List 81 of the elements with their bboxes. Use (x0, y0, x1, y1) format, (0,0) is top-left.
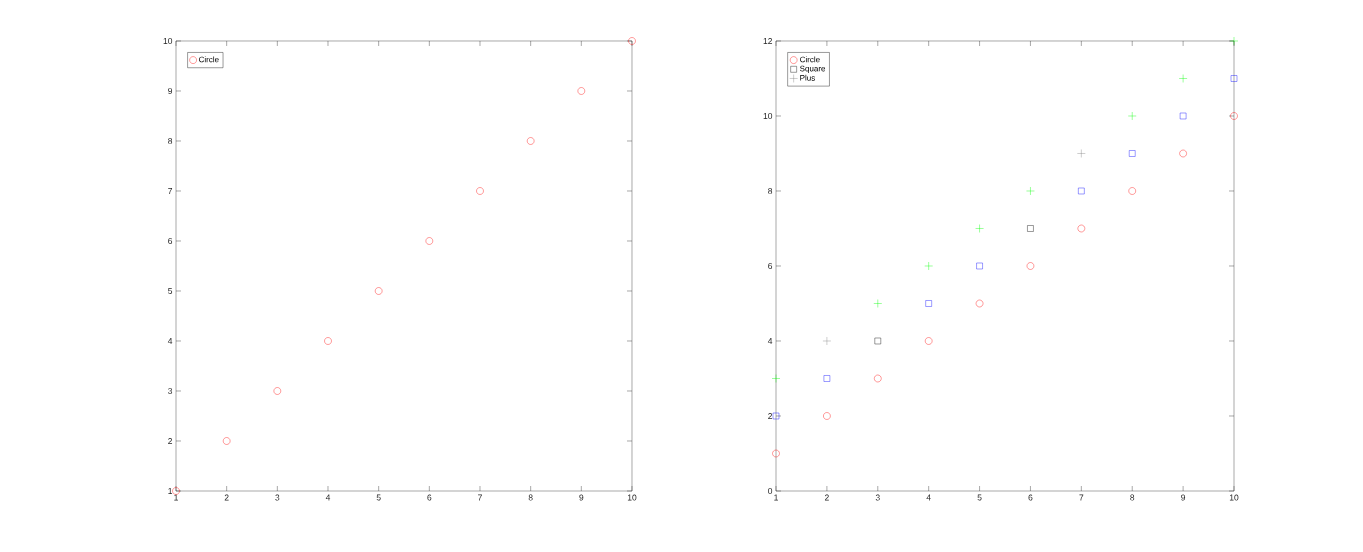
y-tick-label: 10 (763, 112, 773, 119)
y-tick-label: 12 (763, 38, 773, 44)
point (975, 299, 984, 308)
y-tick-label: 3 (168, 388, 173, 394)
point (1077, 149, 1086, 158)
y-tick-label: 4 (767, 338, 773, 344)
y-tick-label: 8 (768, 187, 773, 194)
point (873, 299, 882, 308)
point (823, 412, 831, 420)
x-tick-label: 9 (579, 494, 584, 501)
point (975, 224, 984, 233)
point (1178, 74, 1188, 83)
x-tick-label: 3 (275, 494, 280, 501)
point (273, 387, 282, 395)
point (324, 337, 332, 345)
y-tick-label: 9 (168, 87, 173, 94)
x-tick-label: 8 (1130, 494, 1135, 501)
y-tick-label: 6 (168, 237, 173, 244)
point (1128, 187, 1136, 195)
y-tick-label: 2 (168, 438, 173, 444)
legend-label: Circle (199, 56, 219, 63)
x-tick-label: 4 (926, 494, 931, 501)
x-tick-label: 10 (1229, 494, 1239, 501)
point (874, 374, 882, 383)
y-tick-label: 10 (163, 37, 173, 44)
x-tick-label: 2 (224, 494, 229, 501)
point (425, 237, 434, 245)
point (822, 336, 832, 346)
point (374, 287, 383, 295)
point (874, 337, 881, 345)
point (823, 375, 831, 382)
x-tick-label: 1 (774, 494, 778, 501)
x-tick-label: 10 (627, 494, 637, 501)
point (172, 487, 180, 495)
point (222, 437, 231, 445)
x-tick-label: 2 (824, 494, 829, 501)
y-tick-label: 7 (168, 188, 173, 194)
point (771, 374, 781, 383)
x-tick-label: 3 (875, 494, 880, 501)
point (1027, 225, 1034, 232)
x-tick-label: 7 (478, 494, 482, 501)
y-tick-label: 5 (168, 288, 173, 294)
x-tick-label: 5 (376, 494, 381, 501)
y-tick-label: 4 (167, 338, 173, 344)
point (1078, 187, 1085, 195)
y-tick-label: 2 (768, 413, 773, 419)
x-tick-label: 5 (977, 494, 982, 501)
legend-label: Square (800, 65, 826, 73)
x-tick-label: 6 (427, 494, 432, 501)
y-tick-label: 0 (768, 488, 773, 494)
x-tick-label: 7 (1079, 494, 1084, 501)
point (976, 262, 983, 270)
x-tick-label: 1 (174, 494, 178, 501)
point (1026, 186, 1035, 196)
point (1230, 75, 1238, 82)
point (925, 300, 932, 307)
x-tick-label: 9 (1181, 494, 1186, 501)
point (1229, 36, 1239, 46)
point (628, 37, 636, 45)
point (924, 261, 933, 271)
x-tick-label: 8 (528, 494, 533, 501)
point (1179, 149, 1187, 158)
point (1077, 224, 1086, 233)
point (577, 87, 586, 95)
point (1129, 150, 1136, 157)
x-tick-label: 6 (1028, 494, 1033, 501)
point (772, 449, 780, 458)
legend-label: Plus (800, 74, 815, 81)
point (476, 187, 484, 195)
y-tick-label: 6 (768, 263, 773, 269)
point (772, 412, 780, 420)
point (924, 337, 933, 345)
point (1026, 262, 1035, 270)
point (1230, 112, 1238, 120)
point (526, 137, 535, 145)
point (1128, 111, 1137, 121)
y-tick-label: 1 (168, 488, 173, 494)
legend-label: Circle (800, 56, 820, 63)
y-tick-label: 8 (168, 137, 173, 144)
x-tick-label: 4 (325, 494, 331, 501)
point (1179, 112, 1187, 120)
